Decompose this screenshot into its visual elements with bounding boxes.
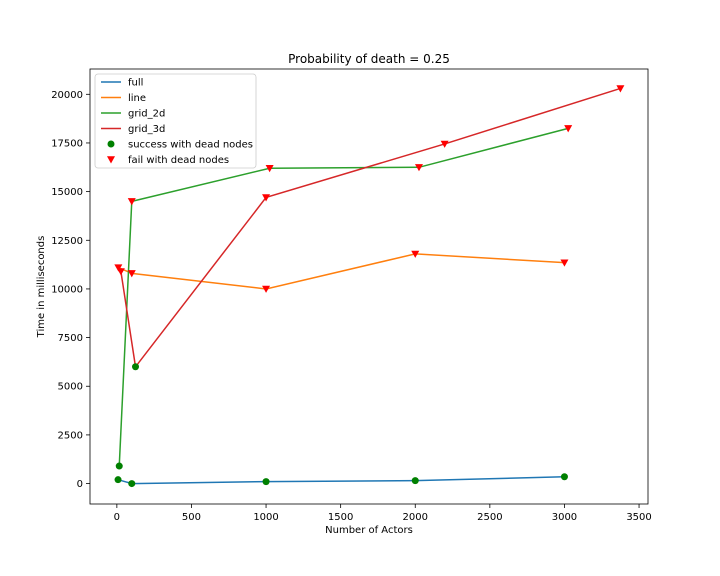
fail-point xyxy=(414,164,423,172)
x-tick-label: 2500 xyxy=(477,512,502,523)
y-axis-label: Time in milliseconds xyxy=(36,236,47,339)
x-tick-label: 0 xyxy=(114,512,120,523)
y-tick-label: 5000 xyxy=(58,382,83,393)
success-point xyxy=(114,476,122,484)
y-tick-label: 20000 xyxy=(51,90,83,101)
legend-label: full xyxy=(128,78,143,89)
plot-area xyxy=(89,68,649,505)
y-tick-label: 15000 xyxy=(51,187,83,198)
x-axis: 0 500 1000 1500 2000 2500 3000 3500 xyxy=(114,504,652,523)
fail-point xyxy=(560,259,569,267)
series-line-full xyxy=(117,476,565,485)
legend-label: fail with dead nodes xyxy=(128,155,229,166)
success-point xyxy=(128,480,136,488)
fail-point xyxy=(114,264,123,272)
x-tick-label: 3500 xyxy=(626,512,651,523)
y-tick-label: 7500 xyxy=(58,333,83,344)
x-axis-label: Number of Actors xyxy=(325,525,413,536)
legend-label: grid_3d xyxy=(128,124,165,135)
fail-point xyxy=(265,165,274,173)
fail-point xyxy=(616,85,625,93)
x-tick-label: 1000 xyxy=(253,512,278,523)
legend-swatch xyxy=(107,140,115,148)
y-axis: 0 2500 5000 7500 10000 12500 15000 17500 20000 xyxy=(51,90,90,490)
y-tick-label: 12500 xyxy=(51,236,83,247)
x-tick-label: 1500 xyxy=(328,512,353,523)
y-tick-label: 10000 xyxy=(51,284,83,295)
success-point xyxy=(262,478,270,486)
legend-swatch xyxy=(107,156,115,164)
fail-point xyxy=(262,194,271,202)
legend-label: line xyxy=(128,93,146,104)
chart-title: Probability of death = 0.25 xyxy=(288,52,450,66)
y-tick-label: 0 xyxy=(77,479,83,490)
fail-point xyxy=(440,140,449,148)
x-tick-label: 3000 xyxy=(552,512,577,523)
success-point xyxy=(411,477,419,485)
legend-box xyxy=(94,73,257,169)
fail-point xyxy=(127,270,136,278)
x-tick-label: 500 xyxy=(182,512,201,523)
series-line-line xyxy=(118,253,565,290)
success-point xyxy=(115,462,123,470)
series-line-grid-2d xyxy=(118,127,569,467)
success-point xyxy=(132,363,140,371)
fail-point xyxy=(127,198,136,206)
fail-point xyxy=(116,268,125,276)
y-tick-label: 2500 xyxy=(58,430,83,441)
legend-label: grid_2d xyxy=(128,109,165,120)
series-markers xyxy=(114,85,625,488)
fail-point xyxy=(564,125,573,133)
y-tick-label: 17500 xyxy=(51,138,83,149)
fail-point xyxy=(262,285,271,293)
legend-label: success with dead nodes xyxy=(128,140,253,151)
fail-point xyxy=(411,250,420,258)
x-tick-label: 2000 xyxy=(403,512,428,523)
success-point xyxy=(560,473,568,481)
